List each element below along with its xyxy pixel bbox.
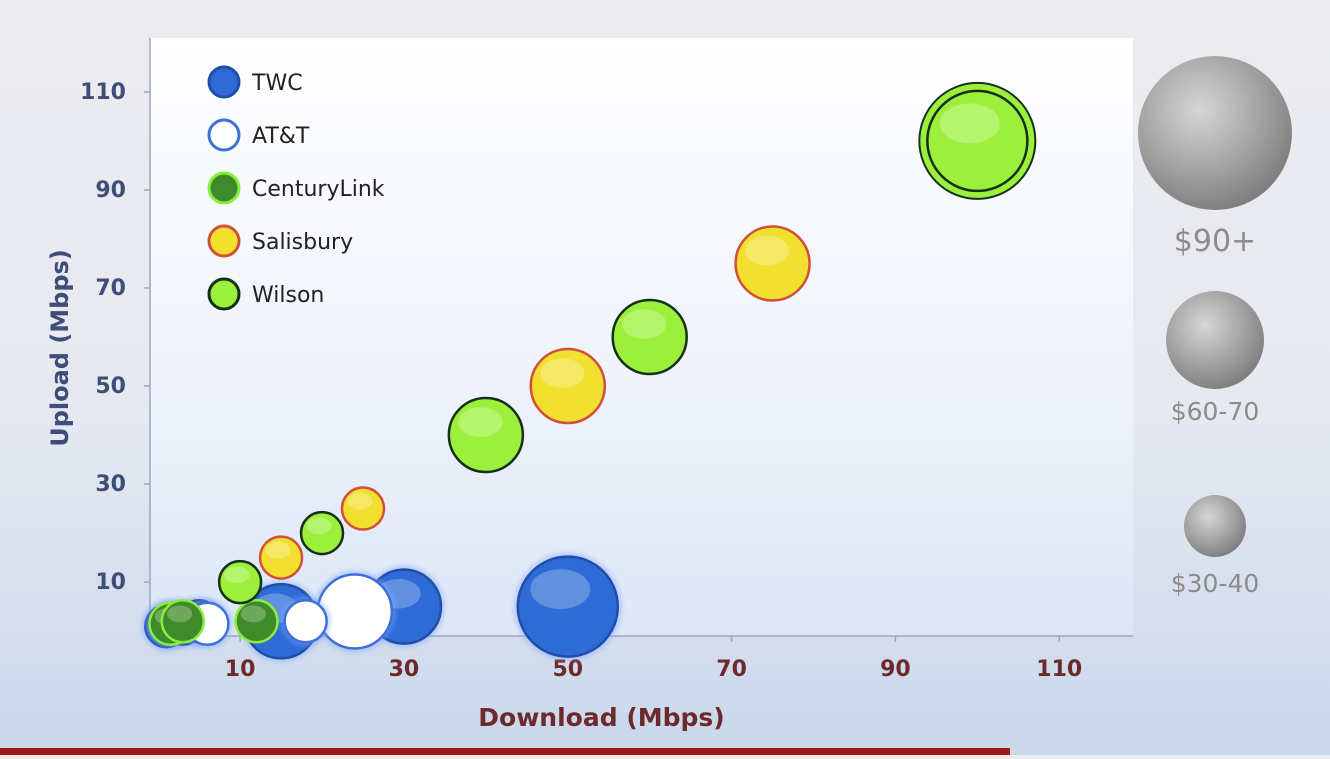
bubble-highlight	[306, 517, 332, 535]
bubble-highlight	[265, 541, 291, 559]
bubble-wilson	[217, 559, 263, 605]
bubble-mark	[529, 347, 607, 425]
bubble-centurylink	[234, 599, 279, 644]
x-tick-label: 90	[880, 657, 911, 682]
bubble-highlight	[621, 309, 667, 339]
legend-item-att: AT&T	[207, 118, 310, 152]
bubble-highlight	[744, 235, 790, 266]
bubble-highlight	[939, 103, 1000, 144]
bubble-wilson	[611, 298, 688, 376]
bubble-mark	[734, 225, 811, 302]
x-tick-label: 10	[225, 657, 256, 682]
y-tick-label: 110	[80, 80, 126, 105]
bubble-highlight	[347, 492, 373, 510]
y-tick-label: 10	[95, 570, 126, 595]
bubble-highlight	[530, 569, 591, 610]
bubble-mark	[299, 510, 345, 556]
legend-label: CenturyLink	[252, 177, 385, 202]
bubble-twc	[513, 552, 622, 661]
legend-item-centurylink: CenturyLink	[207, 171, 385, 205]
legend-item-wilson: Wilson	[207, 277, 324, 311]
x-tick-label: 110	[1036, 657, 1082, 682]
legend-swatch	[207, 118, 241, 152]
x-tick-label: 70	[716, 657, 747, 682]
bubble-mark	[340, 486, 386, 531]
legend-label: Wilson	[252, 283, 324, 308]
bubble-salisbury	[258, 535, 304, 580]
bubble-salisbury	[734, 225, 811, 302]
x-axis-label: Download (Mbps)	[478, 703, 724, 732]
legend-swatch	[207, 277, 241, 311]
y-axis-label: Upload (Mbps)	[46, 249, 74, 447]
legend-swatch	[207, 65, 241, 99]
size-legend-label: $90+	[1174, 224, 1256, 259]
bubble-mark	[217, 559, 263, 605]
bubble-salisbury	[529, 347, 607, 425]
bubble-wilson	[918, 81, 1037, 200]
bubble-highlight	[224, 566, 250, 584]
bubble-highlight	[289, 605, 316, 623]
bubble-mark	[447, 396, 525, 474]
bottom-accent-bar	[0, 748, 1010, 755]
y-tick-label: 90	[95, 178, 126, 203]
bubble-wilson	[447, 396, 525, 474]
bubble-mark	[926, 89, 1029, 193]
y-tick-label: 50	[95, 374, 126, 399]
y-tick-label: 30	[95, 472, 126, 497]
bubble-mark	[611, 298, 688, 376]
size-legend-item: $90+	[1138, 56, 1292, 259]
bubble-mark	[160, 599, 206, 644]
x-tick-label: 30	[389, 657, 420, 682]
legend-label: AT&T	[252, 124, 310, 149]
size-legend-label: $60-70	[1171, 397, 1260, 426]
bubble-mark	[258, 535, 304, 580]
size-legend-sphere	[1184, 495, 1246, 557]
legend-label: TWC	[251, 71, 303, 96]
bubble-highlight	[167, 605, 193, 623]
size-legend-item: $60-70	[1166, 291, 1264, 426]
legend-swatch	[207, 224, 241, 258]
bubble-wilson	[299, 510, 345, 556]
bubble-mark	[283, 599, 328, 644]
bubble-centurylink	[160, 599, 206, 644]
bubble-att	[280, 596, 331, 647]
legend-swatch	[207, 171, 241, 205]
bubble-highlight	[458, 407, 503, 437]
size-legend-sphere	[1166, 291, 1264, 389]
size-legend-label: $30-40	[1171, 569, 1260, 598]
legend-label: Salisbury	[252, 230, 353, 255]
bubble-att	[313, 570, 396, 653]
x-tick-label: 50	[552, 657, 583, 682]
size-legend-sphere	[1138, 56, 1292, 210]
bubble-highlight	[540, 358, 585, 388]
bubble-highlight	[327, 583, 372, 614]
bubble-mark	[516, 555, 620, 658]
size-legend-item: $30-40	[1171, 495, 1260, 598]
bubble-salisbury	[340, 486, 386, 531]
bubble-mark	[234, 599, 279, 644]
bubble-highlight	[240, 605, 266, 623]
legend-item-twc: TWC	[207, 65, 303, 99]
y-tick-label: 70	[95, 276, 126, 301]
legend-item-salisbury: Salisbury	[207, 224, 353, 258]
